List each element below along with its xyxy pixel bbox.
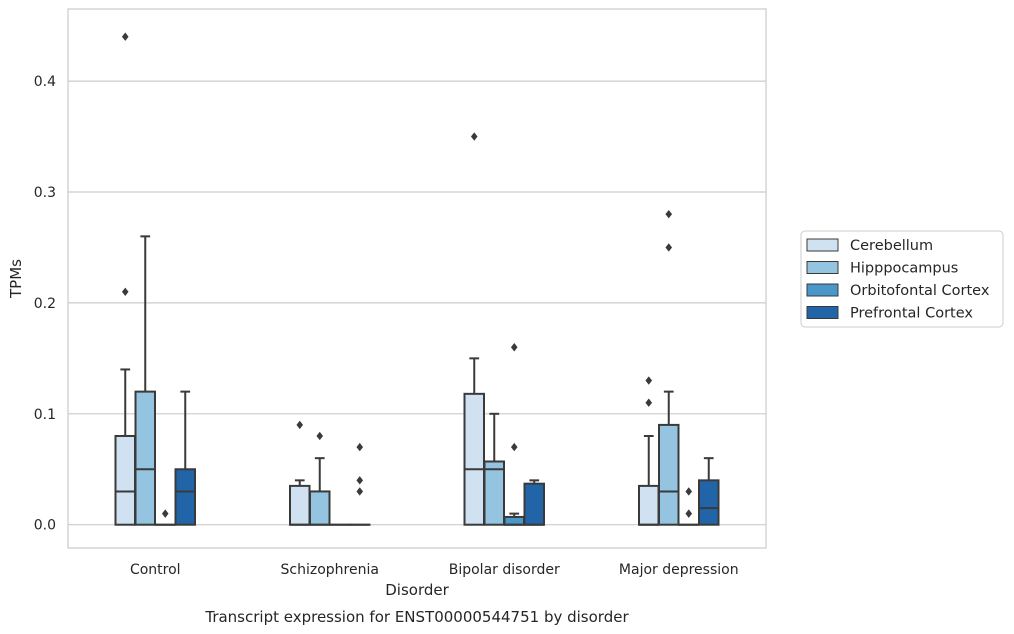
x-tick-label: Control [130,562,181,578]
box-group [349,442,371,526]
legend-label: Orbitofontal Cortex [850,283,990,299]
legend-swatch [806,283,839,297]
x-axis-ticks: Control Schizophrenia Bipolar disorder Majo… [130,562,739,578]
outlier-point [510,343,518,352]
box [658,423,680,526]
outlier-point [470,132,478,141]
box-group [309,431,331,526]
chart-caption: Transcript expression for ENST0000054475… [204,608,629,626]
box [309,490,331,526]
outlier-point [161,509,169,518]
y-tick-label: 0.1 [34,407,56,423]
legend-label: Hipppocampus [850,261,958,277]
outlier-point [645,398,653,407]
legend-swatch [806,306,839,319]
outlier-point [510,442,518,452]
legend-swatch [806,238,839,252]
outlier-point [356,476,364,485]
box [523,482,545,526]
box-group [483,412,505,526]
outlier-point [316,431,324,441]
legend-item: Orbitofontal Cortex [806,283,990,299]
box [463,392,485,526]
outlier-point [665,209,673,219]
box [134,390,156,526]
box-group [463,132,485,526]
outlier-point [685,509,693,518]
outlier-point [121,287,129,297]
box-group [523,479,545,526]
legend-label: Prefrontal Cortex [850,306,973,322]
outlier-point [356,487,364,496]
y-tick-label: 0.4 [34,74,56,90]
box-group [638,376,660,526]
legend-item: Prefrontal Cortex [806,306,973,322]
y-tick-label: 0.2 [34,296,56,312]
box-group [174,390,196,526]
outlier-point [356,442,364,452]
box-group [503,343,525,526]
legend-swatch [806,261,839,274]
box [503,515,525,526]
box [483,460,505,526]
x-tick-label: Schizophrenia [281,562,379,578]
y-tick-label: 0.3 [34,185,56,201]
x-tick-label: Bipolar disorder [449,562,560,578]
legend-frame [800,230,1004,328]
y-axis-label: TPMs [7,259,25,299]
x-tick-label: Major depression [619,562,739,578]
legend-label: Cerebellum [850,238,933,254]
box-group [154,509,176,526]
outlier-point [121,32,129,41]
box-group [134,235,156,526]
box [638,484,660,526]
outlier-point [296,420,304,430]
box-group [658,209,680,526]
box-group [698,457,720,526]
outlier-point [645,376,653,385]
x-axis-label: Disorder [385,581,449,599]
box-group [678,487,700,526]
box-plot-area [114,32,720,526]
box-group [114,32,136,526]
box [114,434,136,526]
y-axis-ticks: 0.0 0.1 0.2 0.3 0.4 [34,74,56,534]
box-group [289,420,311,526]
legend-item: Hipppocampus [806,261,958,277]
outlier-point [685,487,693,496]
outlier-point [665,243,673,252]
legend: Cerebellum Hipppocampus Orbitofontal Corte… [800,230,1004,328]
legend-item: Cerebellum [806,238,933,254]
box [698,479,720,526]
plot-frame [67,8,767,549]
y-tick-label: 0.0 [34,518,56,534]
box [174,468,196,526]
box [289,484,311,526]
